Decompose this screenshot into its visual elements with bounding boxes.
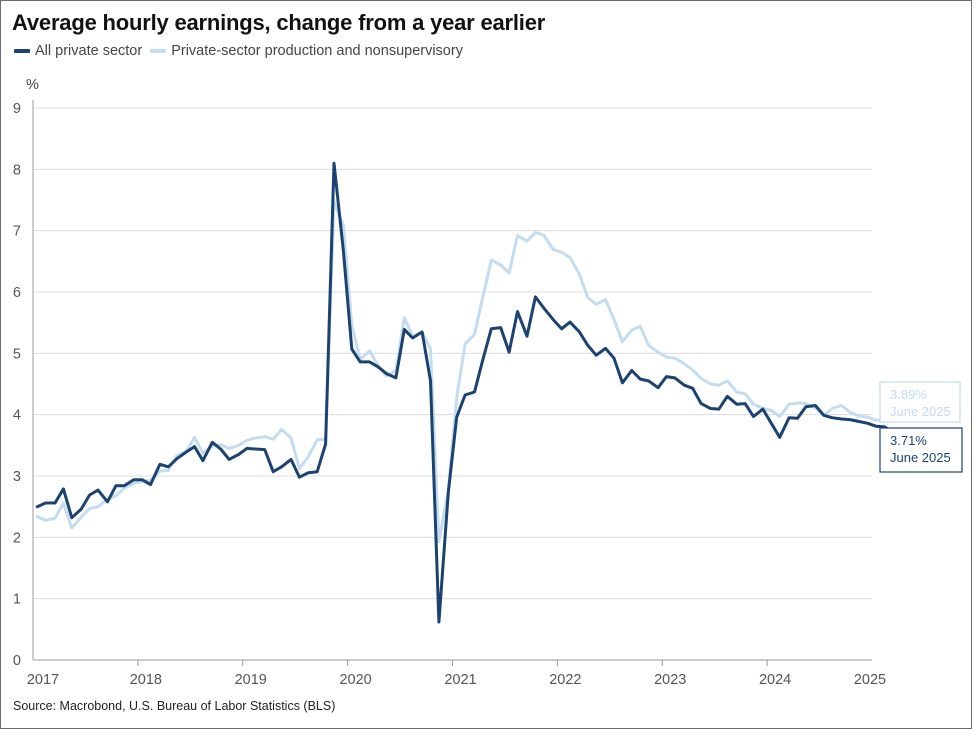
chart-title: Average hourly earnings, change from a y… (12, 10, 546, 35)
chart-legend: All private sector Private-sector produc… (14, 43, 471, 59)
annotation-box-production-nonsupervisory (879, 381, 961, 423)
series-lines (35, 161, 896, 624)
end-annotations: 3.89% June 2025 3.71% June 2025 (879, 381, 963, 473)
x-tick-label-2024: 2024 (759, 672, 791, 688)
legend-swatch-production-nonsupervisory (150, 49, 167, 53)
y-tick-label-2: 2 (13, 530, 21, 546)
x-tick-label-2021: 2021 (444, 672, 476, 688)
x-tick-label-2019: 2019 (235, 672, 267, 688)
x-tick-label-2018: 2018 (130, 672, 162, 688)
y-tick-label-8: 8 (13, 162, 21, 178)
annotation-box-all-private (879, 427, 963, 473)
gridlines (33, 107, 872, 600)
series-line-all-private (35, 161, 896, 624)
y-tick-label-4: 4 (13, 408, 21, 424)
x-tick-label-2020: 2020 (339, 672, 371, 688)
y-axis-unit: % (26, 77, 39, 93)
annotation-value-all-private: 3.71% (890, 433, 927, 448)
annotation-date-all-private: June 2025 (890, 450, 951, 465)
annotation-value-production-nonsupervisory: 3.89% (890, 387, 927, 402)
x-tick-label-2017: 2017 (27, 672, 59, 688)
y-tick-label-7: 7 (13, 224, 21, 240)
y-tick-label-0: 0 (13, 653, 21, 669)
x-tick-label-2022: 2022 (549, 672, 581, 688)
y-tick-label-6: 6 (13, 285, 21, 301)
legend-item-all-private: All private sector (14, 43, 142, 59)
series-line-production-nonsupervisory (35, 200, 896, 544)
legend-item-production-nonsupervisory: Private-sector production and nonsupervi… (150, 43, 463, 59)
x-tick-label-2025: 2025 (854, 672, 886, 688)
x-tick-label-2023: 2023 (654, 672, 686, 688)
legend-swatch-all-private (14, 49, 30, 53)
source-note: Source: Macrobond, U.S. Bureau of Labor … (13, 699, 336, 713)
y-tick-label-5: 5 (13, 346, 21, 362)
y-tick-label-3: 3 (13, 469, 21, 485)
legend-label-all-private: All private sector (35, 43, 143, 59)
axes: 0 1 2 3 4 5 6 7 8 9% 2017 2018 2019 2020 2021 2022 2023 2… (13, 77, 886, 688)
annotation-date-production-nonsupervisory: June 2025 (890, 404, 951, 419)
legend-label-production-nonsupervisory: Private-sector production and nonsupervi… (171, 43, 463, 59)
y-tick-label-1: 1 (13, 592, 21, 608)
y-tick-label-9: 9 (13, 101, 21, 117)
